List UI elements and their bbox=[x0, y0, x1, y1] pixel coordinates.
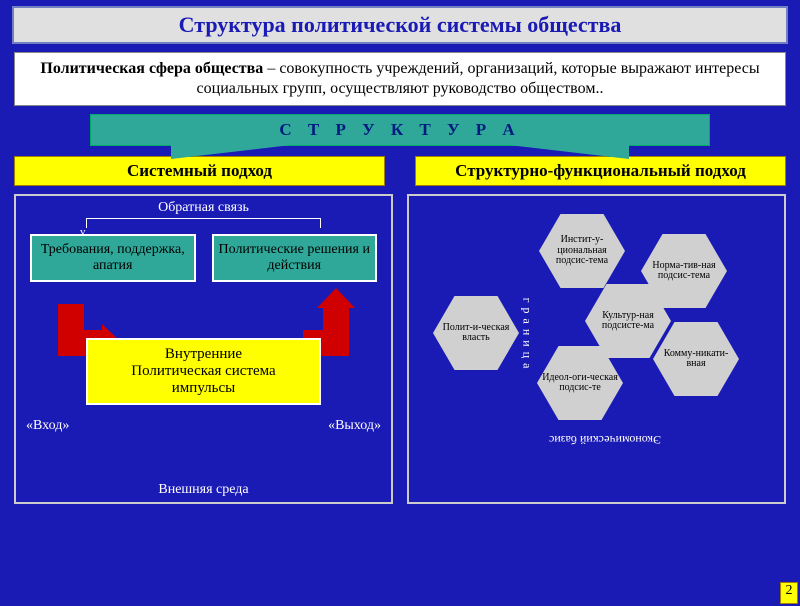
panels-row: Обратная связь v Требования, поддержка, … bbox=[0, 194, 800, 504]
feedback-label: Обратная связь bbox=[158, 200, 249, 216]
center-l2: Политическая система bbox=[92, 363, 315, 380]
out-label: «Выход» bbox=[328, 418, 381, 434]
hex-communicative: Комму-никати-вная bbox=[653, 322, 739, 396]
approach-systemic: Системный подход bbox=[14, 156, 385, 186]
arrow-out-head bbox=[317, 288, 355, 308]
intro-rest: – совокупность учреждений, организаций, … bbox=[197, 60, 760, 97]
center-l3: импульсы bbox=[92, 380, 315, 397]
hex-power: Полит-и-ческая власть bbox=[433, 296, 519, 370]
approaches-row: Системный подход Структурно-функциональн… bbox=[14, 156, 786, 186]
struktura-heading: С Т Р У К Т У Р А bbox=[90, 114, 710, 146]
in-label: «Вход» bbox=[26, 418, 69, 434]
hex-institutional: Инстит-у-циональная подсис-тема bbox=[539, 214, 625, 288]
arrow-in-shaft bbox=[58, 304, 84, 330]
title-text: Структура политической системы общества bbox=[179, 12, 622, 37]
page-number: 2 bbox=[780, 582, 798, 604]
center-system-box: Внутренние Политическая система импульсы bbox=[86, 338, 321, 405]
intro-definition: Политическая сфера общества – совокупнос… bbox=[14, 52, 786, 106]
granitsa-label: г р а н и ц а bbox=[519, 298, 534, 370]
approach-structural: Структурно-функциональный подход bbox=[415, 156, 786, 186]
env-label: Внешняя среда bbox=[158, 482, 248, 498]
center-l1: Внутренние bbox=[92, 346, 315, 363]
io-boxes: Требования, поддержка, апатия Политическ… bbox=[30, 234, 377, 282]
arrow-out-shaft2 bbox=[323, 308, 349, 332]
intro-term: Политическая сфера общества bbox=[40, 60, 263, 77]
panel-systemic: Обратная связь v Требования, поддержка, … bbox=[14, 194, 393, 504]
box-demands: Требования, поддержка, апатия bbox=[30, 234, 196, 282]
panel-structural: Инстит-у-циональная подсис-тема Норма-ти… bbox=[407, 194, 786, 504]
basis-label: Экономический базис bbox=[549, 432, 661, 447]
box-decisions: Политические решения и действия bbox=[212, 234, 378, 282]
page-title: Структура политической системы общества bbox=[12, 6, 788, 44]
feedback-line bbox=[86, 218, 321, 228]
